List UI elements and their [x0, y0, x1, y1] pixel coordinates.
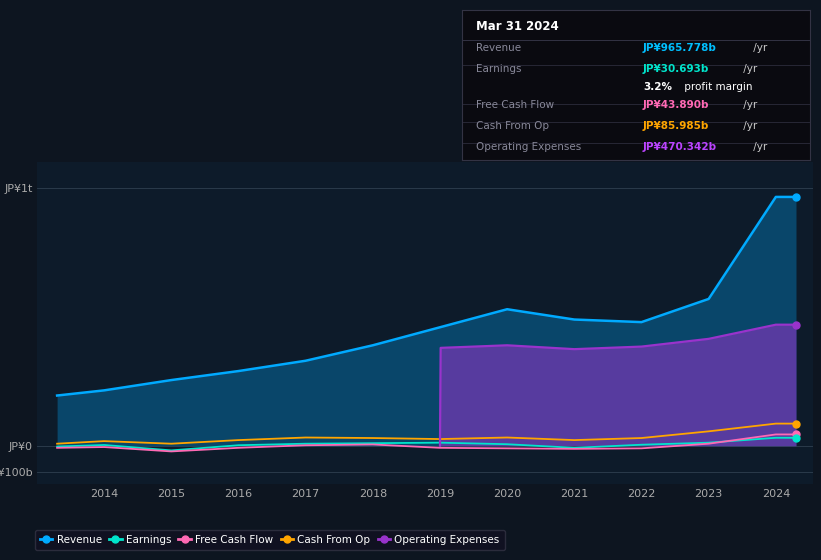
Text: Revenue: Revenue [476, 43, 521, 53]
Text: /yr: /yr [741, 64, 758, 74]
Legend: Revenue, Earnings, Free Cash Flow, Cash From Op, Operating Expenses: Revenue, Earnings, Free Cash Flow, Cash … [34, 530, 505, 550]
Text: Operating Expenses: Operating Expenses [476, 142, 581, 152]
Text: JP¥43.890b: JP¥43.890b [643, 100, 709, 110]
Text: JP¥965.778b: JP¥965.778b [643, 43, 717, 53]
Text: profit margin: profit margin [681, 82, 753, 92]
Text: JP¥85.985b: JP¥85.985b [643, 121, 709, 131]
Text: /yr: /yr [741, 100, 758, 110]
Text: Free Cash Flow: Free Cash Flow [476, 100, 554, 110]
Text: /yr: /yr [750, 142, 768, 152]
Text: 3.2%: 3.2% [643, 82, 672, 92]
Text: JP¥470.342b: JP¥470.342b [643, 142, 717, 152]
Text: Cash From Op: Cash From Op [476, 121, 549, 131]
Text: /yr: /yr [741, 121, 758, 131]
Text: /yr: /yr [750, 43, 768, 53]
Text: Earnings: Earnings [476, 64, 521, 74]
Text: JP¥30.693b: JP¥30.693b [643, 64, 709, 74]
Text: Mar 31 2024: Mar 31 2024 [476, 21, 558, 34]
